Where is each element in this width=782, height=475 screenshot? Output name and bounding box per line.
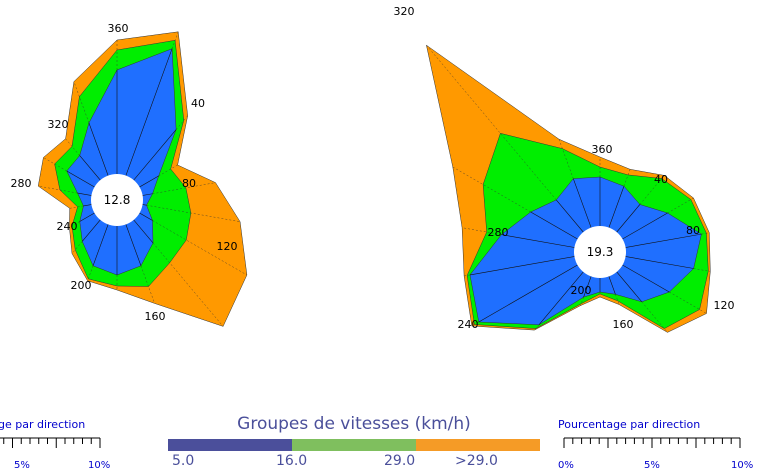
right-percent-title: Pourcentage par direction [558, 418, 701, 431]
rose-center-value: 19.3 [587, 245, 614, 259]
rose-spoke-outer [452, 166, 531, 213]
direction-label-160: 160 [613, 318, 634, 331]
rose-spoke-outer [426, 45, 557, 201]
direction-label-320: 320 [48, 118, 69, 131]
direction-label-280: 280 [488, 226, 509, 239]
direction-label-40: 40 [191, 97, 205, 110]
rose-spoke-outer [693, 268, 711, 272]
direction-label-240: 240 [458, 318, 479, 331]
direction-label-240: 240 [57, 220, 78, 233]
legend-tick-over-29: >29.0 [455, 453, 498, 469]
direction-label-160: 160 [145, 310, 166, 323]
left-percent-axis [0, 437, 101, 448]
rose-spoke-outer [87, 265, 94, 281]
legend-title: Groupes de vitesses (km/h) [237, 414, 471, 434]
rose-spoke-outer [73, 81, 90, 124]
legend-tick-29: 29.0 [384, 453, 416, 469]
direction-label-40: 40 [654, 173, 668, 186]
rose-center-hole [91, 174, 143, 226]
rose-center-hole [574, 226, 626, 278]
legend-tick-5: 5.0 [172, 453, 195, 469]
rose-spoke-outer [669, 291, 707, 314]
rose-spoke-outer [641, 301, 668, 333]
rose-spoke-outer [615, 294, 620, 305]
direction-label-80: 80 [182, 177, 196, 190]
rose-spoke-outer [623, 169, 631, 187]
rose-center-value: 12.8 [104, 193, 131, 207]
rose-spoke-outer [69, 221, 80, 228]
direction-label-360: 360 [592, 143, 613, 156]
wind-rose-1: 12.8 360 40 80 120 160 200 240 280 320 [11, 22, 248, 327]
direction-label-120: 120 [714, 299, 735, 312]
right-percent-tick-5: 5% [644, 460, 660, 471]
wind-rose-2: 19.3 360 40 80 120 160 200 240 280 320 [394, 5, 735, 333]
direction-label-200: 200 [71, 279, 92, 292]
direction-label-280: 280 [11, 177, 32, 190]
rose-spoke-outer [701, 232, 710, 235]
rose-spoke-outer [175, 115, 188, 130]
rose-spoke-outer [558, 139, 574, 179]
rose-spoke [116, 48, 173, 201]
rose-spoke-outer [171, 31, 179, 49]
direction-label-320: 320 [394, 5, 415, 18]
direction-label-120: 120 [217, 240, 238, 253]
direction-label-80: 80 [686, 224, 700, 237]
rose-spoke-outer [71, 241, 83, 254]
rose-spoke-outer [464, 274, 471, 277]
right-percent-tick-10: 10% [731, 460, 754, 471]
right-percent-axis [563, 437, 741, 448]
rose-spoke-outer [534, 324, 540, 331]
left-percent-title: ge par direction [0, 418, 86, 431]
rose-spoke-outer [471, 321, 479, 327]
rose-spoke-outer [152, 182, 216, 194]
legend-bar-3 [416, 439, 540, 451]
left-percent-tick-5: 5% [14, 460, 30, 471]
legend-bar-1 [168, 439, 292, 451]
rose-spoke-outer [43, 157, 67, 172]
rose-spoke-outer [667, 197, 694, 214]
right-percent-tick-0: 0% [558, 460, 574, 471]
direction-label-360: 360 [108, 22, 129, 35]
rose-spoke-outer [140, 265, 155, 304]
direction-label-200: 200 [571, 284, 592, 297]
left-percent-tick-10: 10% [88, 460, 111, 471]
rose-spoke-outer [38, 185, 78, 194]
legend-bar-2 [292, 439, 416, 451]
rose-spoke-outer [462, 227, 502, 235]
rose-spoke-outer [580, 297, 584, 306]
legend-tick-16: 16.0 [276, 453, 308, 469]
